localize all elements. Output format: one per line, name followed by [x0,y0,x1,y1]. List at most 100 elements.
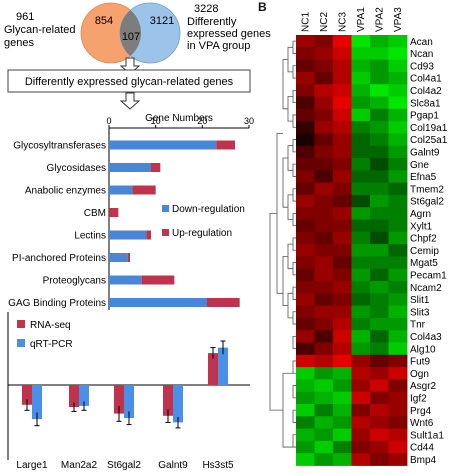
heatmap-cell [351,305,371,319]
heatmap-row-label: Ncan [410,49,433,60]
heatmap-cell [296,342,315,356]
qpcr-legend-swatch [17,320,25,328]
heatmap-cell [296,47,315,60]
heatmap-row-label: Galnt9 [410,148,440,159]
dendrogram-branch [292,139,296,153]
heatmap-cell [296,231,315,245]
dendrogram-branch [292,40,296,54]
dendrogram-branch [287,46,293,73]
heatmap-cell [333,71,352,85]
bar-down-regulation [109,185,133,195]
heatmap-cell [333,317,352,331]
venn-overlap [120,3,141,63]
heatmap-row-label: Ogn [410,369,429,380]
heatmap-cell [333,194,352,208]
heatmap-row-label: Col4a1 [410,74,442,85]
venn-left-label-2: genes [4,37,34,49]
dendrogram-branch [292,385,296,399]
heatmap-cell [296,158,315,171]
heatmap-cell [314,121,334,134]
heatmap-row-label: Cd44 [410,443,434,454]
bar-down-regulation [109,298,207,307]
heatmap-cell [388,440,408,454]
heatmap-cell [314,71,334,85]
heatmap-cell [296,35,315,48]
dendrogram-branch [292,163,296,177]
heatmap-cell [388,256,408,270]
heatmap-row-label: Agrn [410,209,431,220]
heatmap-cell [370,244,389,257]
qpcr-bar-qrtpcr [218,347,228,385]
heatmap-cell [351,158,371,171]
heatmap-cell [388,342,408,356]
venn-right-count: 3228 [194,3,218,15]
heatmap-cell [388,96,408,110]
heatmap-row-label: Acan [410,37,433,48]
heatmap-cell [388,367,408,380]
bar-legend-label: Up-regulation [172,228,232,239]
heatmap-column-label: VPA1 [356,7,367,32]
heatmap-cell [333,47,352,60]
heatmap-cell [351,121,371,134]
heatmap-row-label: Col25a1 [410,135,448,146]
qpcr-category-label: Large1 [16,460,48,471]
heatmap-row-label: Slit1 [410,295,430,306]
heatmap-cell [314,342,334,356]
heatmap-cell [388,330,408,343]
heatmap-cell [388,145,408,159]
heatmap-cell [314,231,334,245]
heatmap-cell [370,145,389,159]
heatmap-cell [296,219,315,233]
dendrogram-branch [276,133,283,294]
heatmap-cell [333,391,352,405]
heatmap-row-label: Slit3 [410,307,430,318]
heatmap-cell [351,379,371,393]
heatmap-cell [370,133,389,147]
heatmap-cell [296,121,315,134]
heatmap-cell [388,453,408,466]
expression-heatmap: NC1 NC2 NC3 VPA1 VPA2 VPA3AcanNcanCd93Col4a1C… [269,7,448,466]
heatmap-cell [388,354,408,368]
heatmap-cell [351,428,371,442]
heatmap-column-label: VPA2 [374,7,385,32]
heatmap-cell [296,84,315,97]
heatmap-cell [351,207,371,220]
heatmap-cell [351,96,371,110]
heatmap-cell [370,96,389,110]
heatmap-cell [296,367,315,380]
heatmap-cell [333,330,352,343]
heatmap-cell [296,330,315,343]
heatmap-cell [370,440,389,454]
heatmap-cell [333,453,352,466]
qpcr-bar-rnaseq [114,385,124,414]
heatmap-cell [388,133,408,147]
qpcr-legend-label: RNA-seq [30,320,71,331]
heatmap-cell [351,35,371,48]
heatmap-column-label: NC2 [319,12,330,32]
venn-left-only: 854 [95,15,113,27]
bar-up-regulation [151,163,161,172]
heatmap-cell [296,404,315,417]
heatmap-cell [314,244,334,257]
panel-b-label: B [258,0,267,14]
dendrogram-branch [292,262,296,276]
heatmap-cell [370,207,389,220]
heatmap-cell [351,391,371,405]
heatmap-cell [314,440,334,454]
bar-down-regulation [109,253,128,262]
dendrogram-branch [282,157,288,208]
dendrogram-branch [282,255,288,306]
dendrogram-branch [282,372,293,448]
heatmap-cell [333,207,352,220]
heatmap-cell [314,330,334,343]
heatmap-cell [296,440,315,454]
heatmap-cell [296,453,315,466]
heatmap-cell [296,59,315,73]
venn-right-only: 3121 [150,15,174,27]
bar-category-label: PI-anchored Proteins [12,253,106,264]
qpcr-legend-label: qRT-PCR [30,339,73,350]
qpcr-bar-rnaseq [69,385,79,407]
heatmap-cell [370,367,389,380]
heatmap-cell [351,440,371,454]
heatmap-cell [314,158,334,171]
